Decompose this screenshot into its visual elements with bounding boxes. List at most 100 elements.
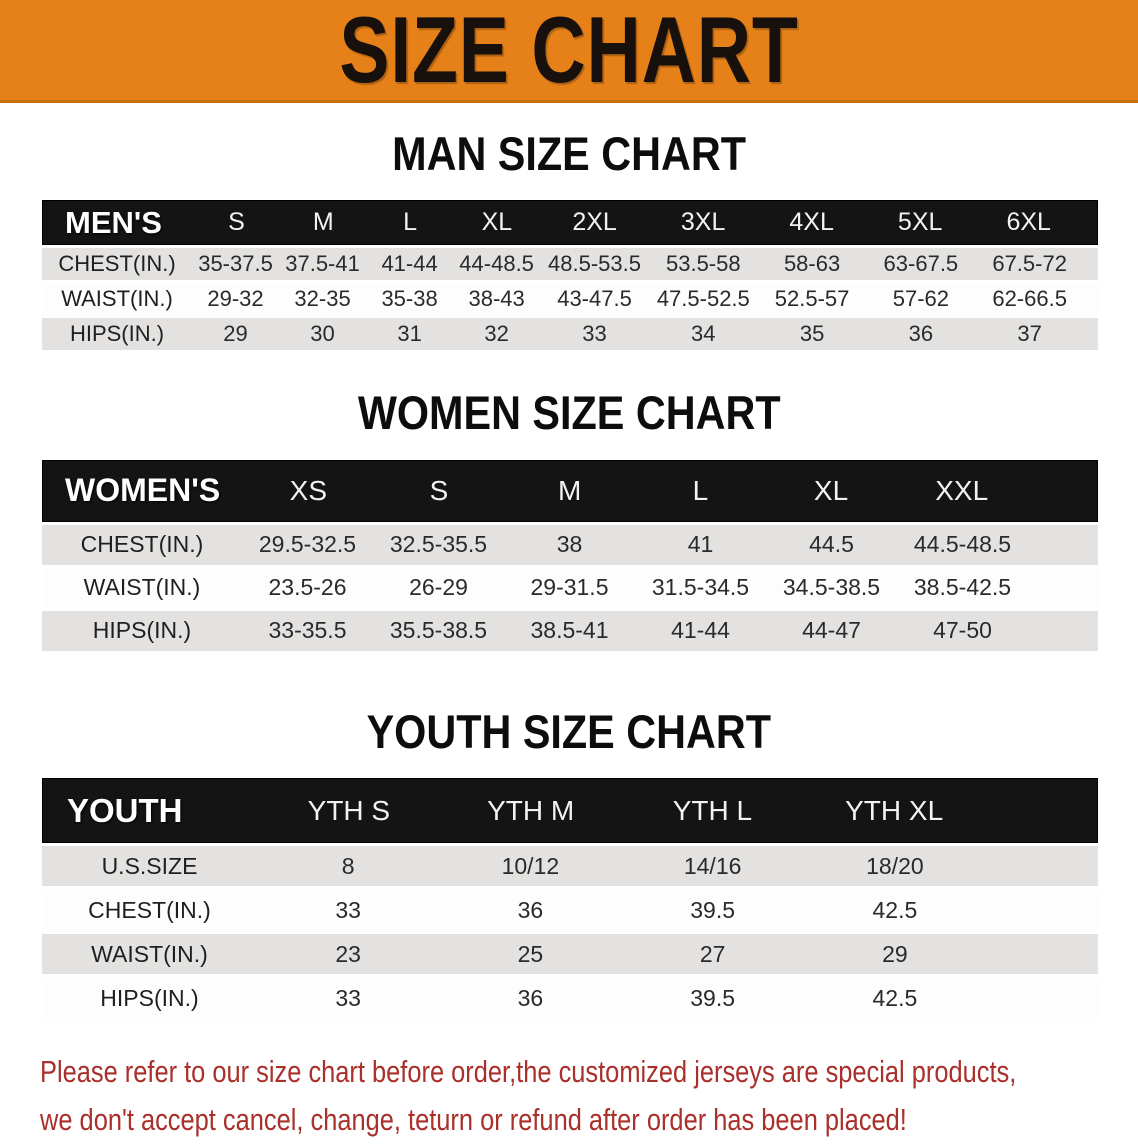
value-cell: 35-37.5 [198,251,273,277]
value-cell: 27 [699,940,726,967]
value-cell: 32 [484,321,509,347]
value-cell: 39.5 [690,984,735,1011]
women-column-xxl: XXL [935,474,989,506]
women-size-table: WOMEN'S XS S M L XL XXL CHEST(IN.) 29.5-… [42,459,1098,651]
value-cell: 33 [335,984,361,1011]
value-cell: 38.5-42.5 [913,574,1012,601]
value-cell: 41 [687,531,714,558]
value-cell: 33 [582,321,607,347]
row-label: WAIST(IN.) [61,286,173,312]
banner-title: SIZE CHART [339,0,799,102]
value-cell: 35 [799,321,825,347]
men-size-table: MEN'S S M L XL 2XL 3XL 4XL 5XL 6XL CHEST… [42,200,1098,351]
value-cell: 33 [335,896,361,923]
value-cell: 58-63 [783,251,841,277]
value-cell: 44.5 [809,531,854,558]
women-column-xs: XS [289,474,328,506]
size-chart-banner: SIZE CHART [0,0,1138,103]
value-cell: 30 [310,321,335,347]
women-column-s: S [429,474,449,506]
value-cell: 29-31.5 [530,574,609,601]
men-column-6xl: 6XL [1006,208,1051,237]
value-cell: 42.5 [872,984,918,1011]
women-section-title-text: WOMEN SIZE CHART [357,386,781,440]
value-cell: 32-35 [294,286,351,312]
youth-header-label: YOUTH [67,791,183,829]
row-label: CHEST(IN.) [88,896,211,923]
value-cell: 10/12 [501,852,560,879]
value-cell: 29-32 [207,286,264,312]
value-cell: 42.5 [872,896,918,923]
youth-waist-row: WAIST(IN.) 23 25 27 29 [42,934,1098,975]
youth-column-l: YTH L [672,794,753,826]
value-cell: 44-48.5 [459,251,534,277]
order-notice-line-1: Please refer to our size chart before or… [40,1054,1017,1090]
value-cell: 31.5-34.5 [651,574,750,601]
value-cell: 36 [517,896,544,923]
value-cell: 23 [335,940,361,967]
value-cell: 35-38 [381,286,438,312]
value-cell: 62-66.5 [992,286,1067,312]
men-chest-row: CHEST(IN.) 35-37.5 37.5-41 41-44 44-48.5… [42,248,1098,281]
women-column-l: L [692,474,709,506]
youth-size-table: YOUTH YTH S YTH M YTH L YTH XL U.S.SIZE … [42,778,1098,1019]
value-cell: 25 [517,940,544,967]
youth-section-title: YOUTH SIZE CHART [0,704,1138,758]
value-cell: 53.5-58 [665,251,741,277]
value-cell: 29.5-32.5 [258,531,357,558]
value-cell: 34 [691,321,716,347]
row-label: HIPS(IN.) [100,984,199,1011]
value-cell: 32.5-35.5 [389,531,488,558]
men-waist-row: WAIST(IN.) 29-32 32-35 35-38 38-43 43-47… [42,283,1098,316]
value-cell: 63-67.5 [883,251,959,277]
value-cell: 67.5-72 [992,251,1067,277]
order-notice-line-2: we don't accept cancel, change, teturn o… [40,1102,907,1138]
youth-column-m: YTH M [487,794,575,826]
value-cell: 26-29 [409,574,468,601]
value-cell: 41-44 [671,617,730,644]
men-column-l: L [403,208,418,237]
value-cell: 57-62 [892,286,949,312]
value-cell: 36 [908,321,934,347]
value-cell: 29 [223,321,248,347]
men-section-title-text: MAN SIZE CHART [392,127,746,180]
men-column-2xl: 2XL [572,208,617,237]
men-table-header: MEN'S S M L XL 2XL 3XL 4XL 5XL 6XL [42,200,1098,246]
row-label: CHEST(IN.) [80,531,204,558]
youth-chest-row: CHEST(IN.) 33 36 39.5 42.5 [42,890,1098,931]
value-cell: 8 [341,852,355,879]
value-cell: 48.5-53.5 [548,251,641,277]
value-cell: 38-43 [468,286,525,312]
women-table-header: WOMEN'S XS S M L XL XXL [42,459,1098,522]
youth-section-title-text: YOUTH SIZE CHART [366,704,772,758]
value-cell: 43-47.5 [557,286,632,312]
value-cell: 36 [517,984,544,1011]
value-cell: 33-35.5 [268,617,347,644]
youth-column-xl: YTH XL [845,794,944,826]
men-header-label: MEN'S [65,204,162,240]
order-notice: Please refer to our size chart before or… [40,1048,1138,1144]
value-cell: 31 [397,321,422,347]
value-cell: 38 [556,531,583,558]
value-cell: 52.5-57 [774,286,850,312]
women-waist-row: WAIST(IN.) 23.5-26 26-29 29-31.5 31.5-34… [42,567,1098,608]
row-label: WAIST(IN.) [83,574,201,601]
value-cell: 14/16 [683,852,742,879]
women-hips-row: HIPS(IN.) 33-35.5 35.5-38.5 38.5-41 41-4… [42,610,1098,651]
men-column-s: S [228,208,245,237]
value-cell: 34.5-38.5 [782,574,881,601]
value-cell: 37 [1017,321,1042,347]
value-cell: 39.5 [690,896,735,923]
value-cell: 41-44 [381,251,438,277]
men-column-4xl: 4XL [789,208,834,237]
value-cell: 44.5-48.5 [913,531,1012,558]
men-column-m: M [312,208,334,237]
value-cell: 44-47 [802,617,861,644]
youth-ussize-row: U.S.SIZE 8 10/12 14/16 18/20 [42,846,1098,887]
youth-table-header: YOUTH YTH S YTH M YTH L YTH XL [42,778,1098,844]
row-label: HIPS(IN.) [69,321,165,347]
value-cell: 37.5-41 [285,251,360,277]
row-label: U.S.SIZE [101,852,198,879]
value-cell: 35.5-38.5 [389,617,488,644]
row-label: HIPS(IN.) [92,617,192,644]
